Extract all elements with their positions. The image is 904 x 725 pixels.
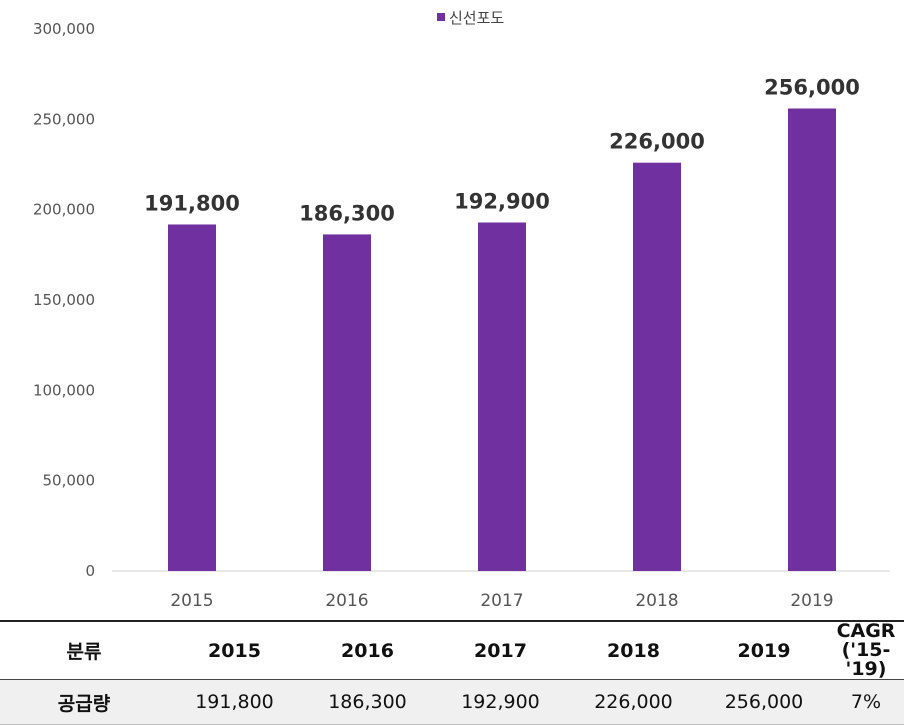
row-value: 186,300 (328, 691, 407, 713)
data-label: 256,000 (764, 75, 860, 99)
bar (478, 222, 526, 571)
header-year: 2018 (567, 621, 700, 680)
header-category: 분류 (0, 621, 168, 680)
header-cagr-line1: CAGR (836, 620, 896, 642)
supply-table: 분류 2015 2016 2017 2018 2019 CAGR ('15-'1… (0, 620, 904, 725)
bar (633, 162, 681, 571)
bar (323, 234, 371, 571)
bars (168, 108, 836, 572)
data-label: 186,300 (299, 201, 395, 225)
header-cagr-line2: ('15-'19) (841, 639, 891, 680)
x-tick-label: 2017 (480, 591, 523, 611)
y-tick-label: 100,000 (33, 381, 95, 399)
data-label: 191,800 (144, 191, 240, 215)
table-row: 공급량 191,800 186,300 192,900 226,000 256,… (0, 679, 904, 725)
y-tick-label: 200,000 (33, 201, 95, 219)
y-tick-label: 50,000 (43, 472, 96, 490)
bar-chart: 신선포도 0 50,000 100,000 150,000 200,000 250,000… (33, 9, 890, 611)
row-label: 공급량 (57, 692, 111, 715)
data-labels: 191,800 186,300 192,900 226,000 256,000 (144, 75, 860, 225)
header-year: 2019 (700, 621, 828, 680)
x-tick-label: 2015 (170, 591, 213, 611)
header-year: 2016 (301, 621, 434, 680)
header-year: 2017 (434, 621, 567, 680)
legend: 신선포도 (437, 9, 504, 27)
row-cagr: 7% (850, 691, 882, 713)
bar (788, 108, 836, 571)
row-value: 256,000 (724, 691, 804, 713)
y-tick-label: 250,000 (33, 110, 95, 128)
y-axis: 0 50,000 100,000 150,000 200,000 250,000 300,0… (33, 20, 95, 580)
row-value: 191,800 (195, 691, 274, 713)
data-label: 226,000 (609, 130, 705, 154)
legend-label: 신선포도 (449, 9, 504, 27)
x-tick-label: 2019 (790, 591, 833, 611)
y-tick-label: 150,000 (33, 291, 95, 309)
x-tick-label: 2016 (325, 591, 368, 611)
row-value: 192,900 (461, 691, 540, 713)
bar (168, 224, 216, 572)
row-value: 226,000 (594, 691, 673, 713)
table-header-row: 분류 2015 2016 2017 2018 2019 CAGR ('15-'1… (0, 621, 904, 680)
legend-swatch (437, 13, 445, 21)
y-tick-label: 0 (85, 562, 95, 580)
data-label: 192,900 (454, 189, 550, 213)
y-tick-label: 300,000 (33, 20, 95, 38)
x-tick-label: 2018 (635, 591, 678, 611)
x-axis: 2015 2016 2017 2018 2019 (170, 591, 833, 611)
header-year: 2015 (168, 621, 301, 680)
header-cagr: CAGR ('15-'19) (828, 621, 904, 680)
